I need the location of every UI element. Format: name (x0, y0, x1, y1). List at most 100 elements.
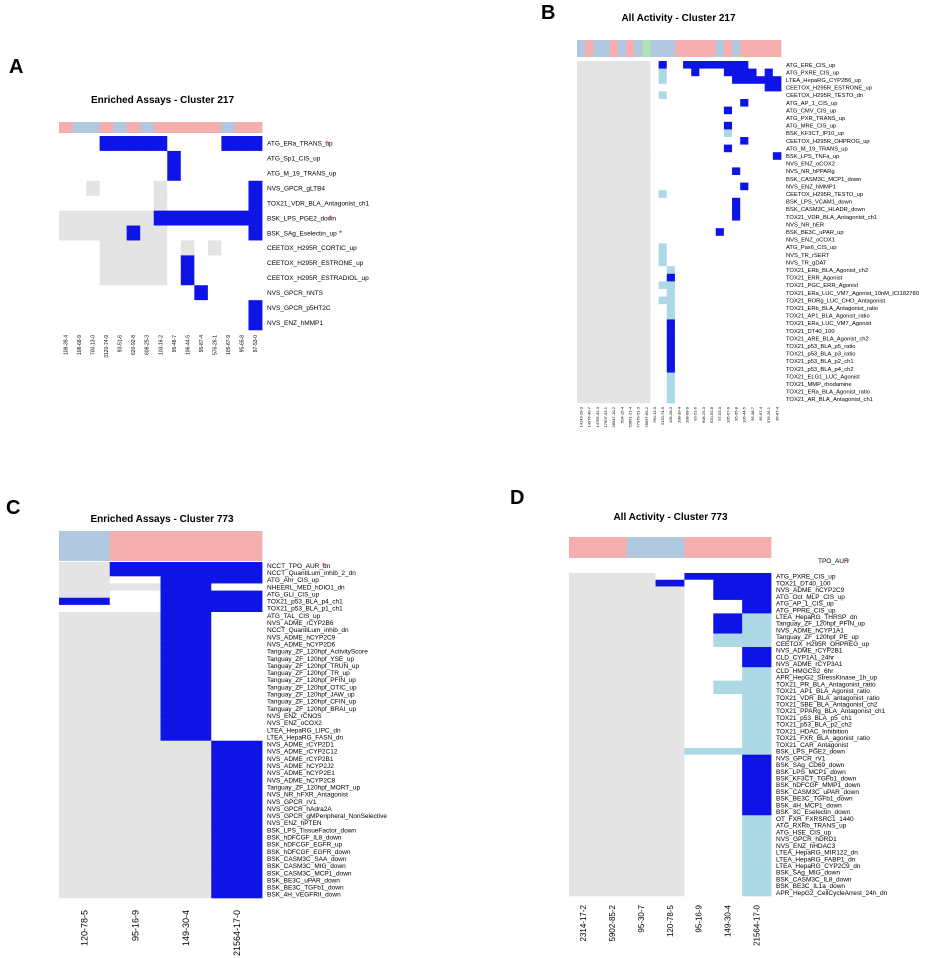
p1-cell (764, 137, 774, 145)
p3-cell (742, 606, 772, 614)
p2-cell (59, 704, 111, 713)
p1-cell (642, 83, 651, 92)
p3-cell (713, 828, 743, 836)
p1-cell (593, 372, 602, 381)
p1-cell (617, 114, 627, 123)
p1-cell (658, 334, 668, 343)
p1-cell (577, 182, 586, 191)
p3-cell (713, 801, 743, 809)
p0-row-label: CEETOX_H295R_CORTIC_up (267, 245, 357, 252)
p2-cell (109, 654, 161, 663)
p1-cell (666, 380, 676, 389)
p3-cell (713, 808, 743, 816)
p3-cell (626, 660, 656, 668)
p2-cell (211, 883, 263, 892)
p3-row-label: ATG_PPRE_CIS_up (776, 607, 836, 614)
p3-cell (569, 889, 599, 897)
p2-cell (59, 726, 111, 734)
p1-cell (625, 304, 635, 313)
panel-letter-b: B (541, 2, 556, 24)
p1-cell (585, 114, 594, 123)
p1-cell (691, 99, 700, 107)
p1-cell (683, 159, 692, 168)
p3-cell (597, 821, 628, 830)
p1-cell (707, 273, 717, 282)
p1-cell (609, 327, 619, 335)
p1-column-label: 108-68-9 (685, 406, 690, 423)
p1-cell (756, 289, 766, 297)
p0-row-label: NVS_GPCR_gLTB4 (267, 186, 325, 193)
p3-cell (597, 626, 628, 634)
p3-cell (569, 694, 599, 702)
p1-cell (691, 106, 700, 115)
p0-cell (153, 136, 168, 152)
p0-cell (72, 180, 87, 196)
p1-cell (723, 281, 733, 290)
p1-cell (585, 167, 594, 176)
p0-row-label: TOX21_VDR_BLA_Antagonist_ch1 (267, 200, 370, 207)
p2-row-label: Tanguay_ZF_120hpf_TR_up (267, 670, 350, 677)
p1-cell (723, 258, 733, 267)
p1-cell (674, 137, 684, 145)
p0-cell (72, 255, 87, 271)
p1-cell (609, 228, 619, 237)
p3-row-label: TOX21_PPARg_BLA_Antagonist_ch1 (776, 708, 886, 715)
p1-cell (634, 167, 643, 176)
p1-cell (674, 182, 684, 191)
p1-row-label: BSK_CASM3C_MCP1_down (786, 177, 861, 183)
p1-row-label: TOX21_AR_BLA_Antagonist_ch1 (786, 397, 873, 403)
p0-cell (59, 180, 73, 196)
p3-cell (569, 835, 599, 843)
p2-cell (59, 647, 111, 656)
p3-cell (713, 680, 743, 688)
p0-cell (207, 180, 222, 196)
p1-cell (642, 213, 651, 221)
p1-cell (634, 175, 643, 183)
p3-cell (626, 694, 656, 702)
p3-cell (742, 586, 772, 594)
p3-cell (684, 882, 714, 890)
p1-cell (715, 129, 725, 138)
p1-cell (683, 243, 692, 252)
p1-row-label: TOX21_AP1_BLA_Agonist_ratio (786, 314, 870, 320)
p2-cell (211, 612, 263, 620)
p1-cell (707, 159, 717, 168)
p1-cell (707, 175, 717, 183)
p1-cell (707, 395, 717, 404)
p1-cell (764, 304, 774, 313)
p1-cell (617, 61, 627, 69)
p1-cell (707, 296, 717, 305)
p3-cell (626, 835, 656, 843)
p1-cell (723, 304, 733, 313)
p1-cell (674, 68, 684, 77)
p1-cell (609, 167, 619, 176)
p1-cell (650, 296, 659, 305)
p3-row-label: LTEA_HepaRG_FABP1_dn (776, 856, 856, 863)
p1-cell (772, 76, 782, 85)
p3-annotation-2 (626, 537, 656, 558)
p1-cell (666, 289, 676, 297)
p3-cell (655, 673, 685, 681)
p1-cell (674, 304, 684, 313)
p1-cell (756, 273, 766, 282)
p1-cell (577, 175, 586, 183)
p3-cell (713, 599, 743, 607)
p1-cell (617, 213, 627, 221)
p1-cell (625, 228, 635, 237)
p1-cell (609, 91, 619, 100)
p1-cell (748, 395, 757, 404)
p3-cell (626, 747, 656, 755)
p1-cell (674, 175, 684, 183)
p1-row-label: ATG_AP_1_CIS_up (786, 101, 837, 107)
p0-cell (167, 180, 182, 196)
p0-cell (86, 180, 100, 196)
p1-cell (674, 106, 684, 115)
p1-cell (609, 334, 619, 343)
p0-annotation-10 (194, 122, 209, 133)
p0-cell (248, 255, 263, 271)
p1-cell (674, 281, 684, 290)
p1-cell (723, 175, 733, 183)
p3-cell (626, 667, 656, 675)
p2-cell (160, 590, 212, 599)
p2-cell (109, 812, 161, 820)
